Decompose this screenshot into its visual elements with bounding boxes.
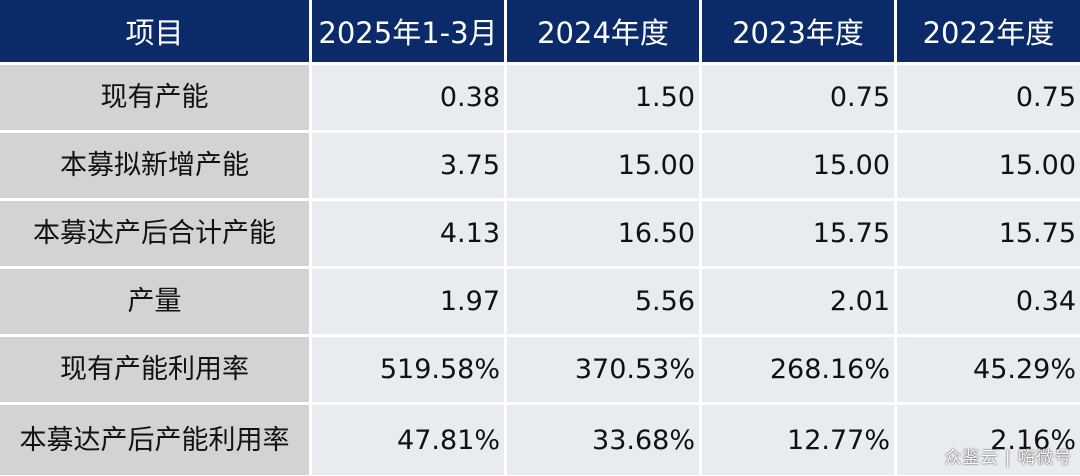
table-cell: 0.75: [702, 65, 897, 133]
header-row: 项目 2025年1-3月 2024年度 2023年度 2022年度: [0, 0, 1080, 65]
table-cell: 519.58%: [312, 337, 507, 405]
table-cell: 0.38: [312, 65, 507, 133]
row-label: 产量: [0, 269, 312, 337]
table-row: 现有产能 0.38 1.50 0.75 0.75: [0, 65, 1080, 133]
table-row: 本募拟新增产能 3.75 15.00 15.00 15.00: [0, 133, 1080, 201]
table-cell: 0.34: [897, 269, 1080, 337]
header-2025q1: 2025年1-3月: [312, 0, 507, 65]
row-label: 现有产能利用率: [0, 337, 312, 405]
row-label: 本募达产后合计产能: [0, 201, 312, 269]
table-cell: 47.81%: [312, 405, 507, 475]
table-cell: 33.68%: [507, 405, 702, 475]
table-cell: 15.75: [897, 201, 1080, 269]
table-body: 现有产能 0.38 1.50 0.75 0.75 本募拟新增产能 3.75 15…: [0, 65, 1080, 475]
table-cell: 2.01: [702, 269, 897, 337]
table-cell: 1.50: [507, 65, 702, 133]
header-2024: 2024年度: [507, 0, 702, 65]
row-label: 本募拟新增产能: [0, 133, 312, 201]
table-cell: 3.75: [312, 133, 507, 201]
table-cell: 15.75: [702, 201, 897, 269]
header-2023: 2023年度: [702, 0, 897, 65]
table-header: 项目 2025年1-3月 2024年度 2023年度 2022年度: [0, 0, 1080, 65]
row-label: 现有产能: [0, 65, 312, 133]
table-row: 产量 1.97 5.56 2.01 0.34: [0, 269, 1080, 337]
table-cell: 15.00: [897, 133, 1080, 201]
table-row: 本募达产后产能利用率 47.81% 33.68% 12.77% 2.16%: [0, 405, 1080, 475]
row-label: 本募达产后产能利用率: [0, 405, 312, 475]
table-cell: 2.16%: [897, 405, 1080, 475]
table-cell: 4.13: [312, 201, 507, 269]
watermark: 众鉴云 | 嗨微号: [944, 448, 1072, 468]
table-cell: 45.29%: [897, 337, 1080, 405]
table-cell: 15.00: [507, 133, 702, 201]
table-row: 本募达产后合计产能 4.13 16.50 15.75 15.75: [0, 201, 1080, 269]
table-cell: 16.50: [507, 201, 702, 269]
table-cell: 1.97: [312, 269, 507, 337]
header-2022: 2022年度: [897, 0, 1080, 65]
header-item: 项目: [0, 0, 312, 65]
table-cell: 15.00: [702, 133, 897, 201]
table-cell: 5.56: [507, 269, 702, 337]
table-cell: 12.77%: [702, 405, 897, 475]
table-row: 现有产能利用率 519.58% 370.53% 268.16% 45.29%: [0, 337, 1080, 405]
table-cell: 0.75: [897, 65, 1080, 133]
table-cell: 370.53%: [507, 337, 702, 405]
table-cell: 268.16%: [702, 337, 897, 405]
